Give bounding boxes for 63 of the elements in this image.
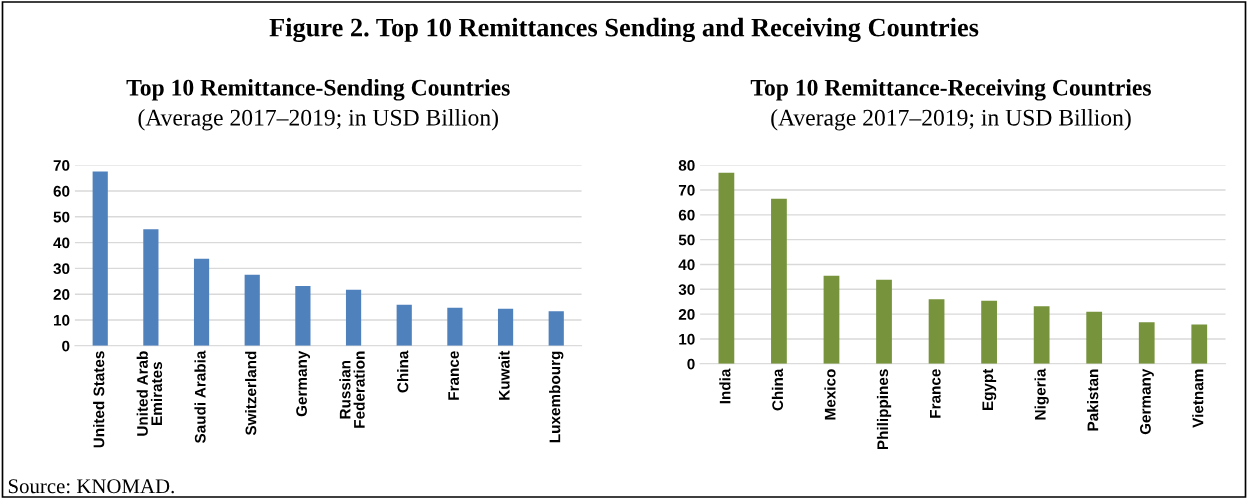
bar — [143, 229, 159, 346]
x-tick-label: United Arab Emirates — [136, 351, 163, 436]
bar — [981, 300, 997, 364]
bar — [771, 198, 787, 364]
bar — [876, 279, 892, 364]
x-tick-label: China — [397, 350, 409, 393]
x-tick-label: Switzerland — [245, 351, 257, 436]
x-tick-label: Saudi Arabia — [194, 350, 206, 444]
bar — [497, 308, 514, 346]
bar — [1191, 324, 1208, 364]
chart-subtitle: (Average 2017–2019; in USD Billion) — [138, 109, 498, 131]
bar — [928, 299, 945, 364]
chart-title: Top 10 Remittance-Receiving Countries — [750, 79, 1151, 101]
bar — [823, 275, 840, 364]
chart-subtitle: (Average 2017–2019; in USD Billion) — [771, 109, 1131, 131]
bar — [295, 285, 311, 346]
x-tick-label: Vietnam — [1192, 369, 1204, 428]
y-tick-label: 40 — [678, 259, 695, 271]
x-tick-label: Egypt — [982, 368, 997, 411]
x-tick-label: Luxembourg — [549, 351, 564, 443]
y-tick-label: 60 — [678, 209, 695, 221]
x-tick-label: Russian Federation — [339, 351, 365, 428]
x-tick-label: Germany — [1140, 368, 1154, 435]
y-tick-label: 30 — [53, 263, 70, 275]
y-tick-label: 20 — [53, 289, 70, 300]
bar — [718, 172, 735, 364]
y-tick-label: 10 — [679, 333, 695, 345]
bar — [1138, 322, 1155, 364]
bar — [345, 289, 362, 346]
bar — [244, 274, 260, 346]
x-tick-label: Germany — [296, 350, 311, 417]
caption: Figure 2. Top 10 Remittances Sending and Receiving Countries — [269, 17, 979, 43]
source-note: Source: KNOMAD. — [8, 479, 174, 494]
y-tick-label: 50 — [53, 211, 70, 223]
bar — [396, 304, 412, 346]
y-tick-label: 70 — [678, 184, 695, 196]
x-tick-label: France — [930, 369, 941, 418]
x-tick-label: United States — [93, 351, 105, 448]
y-tick-label: 50 — [678, 234, 695, 246]
y-tick-label: 10 — [53, 314, 70, 326]
x-tick-label: Pakistan — [1087, 369, 1099, 431]
bar — [92, 171, 108, 346]
y-tick-label: 80 — [678, 160, 695, 171]
x-tick-label: Mexico — [824, 369, 836, 420]
x-tick-label: Kuwait — [498, 350, 510, 400]
y-tick-label: 30 — [678, 284, 695, 295]
y-tick-label: 70 — [53, 160, 70, 171]
bar — [1086, 311, 1103, 364]
bar — [548, 311, 564, 346]
chart-title: Top 10 Remittance-Sending Countries — [126, 79, 510, 101]
y-tick-label: 40 — [53, 237, 70, 249]
y-tick-label: 60 — [53, 185, 70, 197]
y-tick-label: 20 — [678, 308, 695, 320]
x-tick-label: China — [771, 368, 784, 411]
x-tick-label: India — [719, 368, 731, 404]
y-tick-label: 0 — [687, 358, 695, 370]
bar — [193, 258, 210, 346]
y-tick-label: 0 — [62, 340, 70, 352]
bar — [447, 307, 463, 346]
x-tick-label: Nigeria — [1034, 368, 1049, 420]
x-tick-label: Philippines — [876, 369, 892, 450]
bar — [1033, 306, 1050, 364]
x-tick-label: France — [448, 351, 459, 400]
